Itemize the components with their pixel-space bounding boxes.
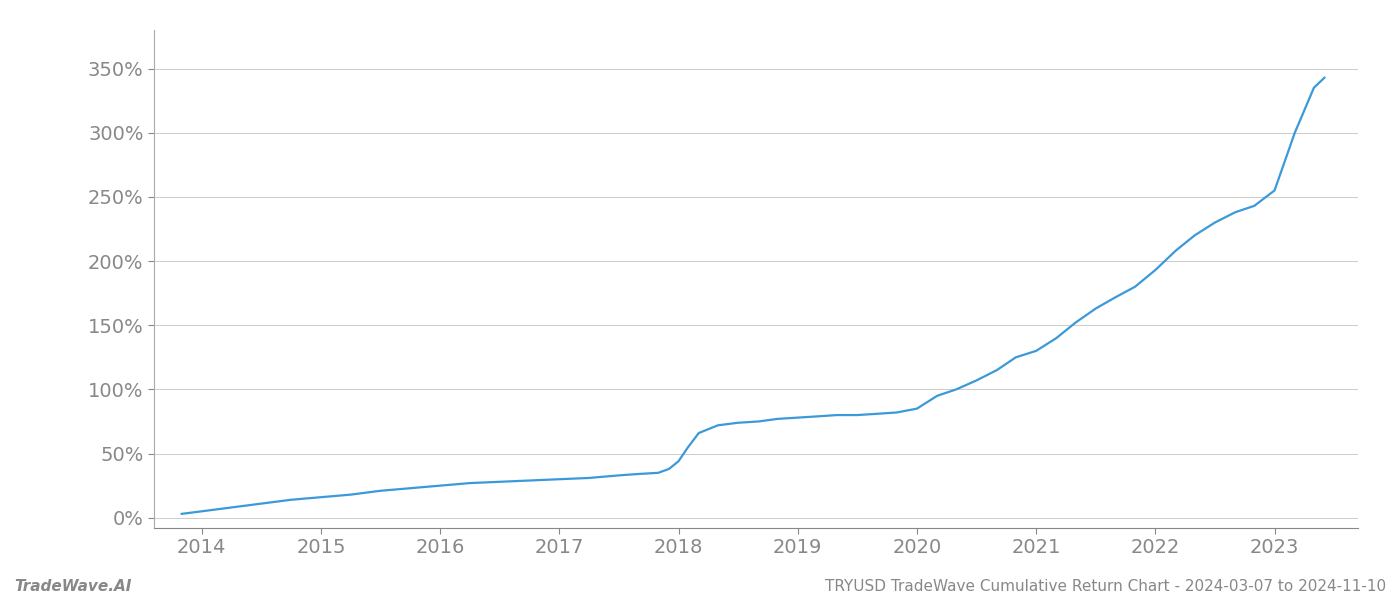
Text: TRYUSD TradeWave Cumulative Return Chart - 2024-03-07 to 2024-11-10: TRYUSD TradeWave Cumulative Return Chart…	[825, 579, 1386, 594]
Text: TradeWave.AI: TradeWave.AI	[14, 579, 132, 594]
